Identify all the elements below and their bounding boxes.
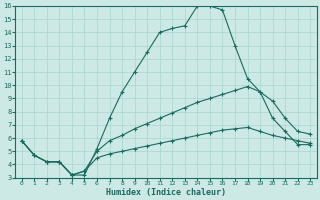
X-axis label: Humidex (Indice chaleur): Humidex (Indice chaleur) [106,188,226,197]
